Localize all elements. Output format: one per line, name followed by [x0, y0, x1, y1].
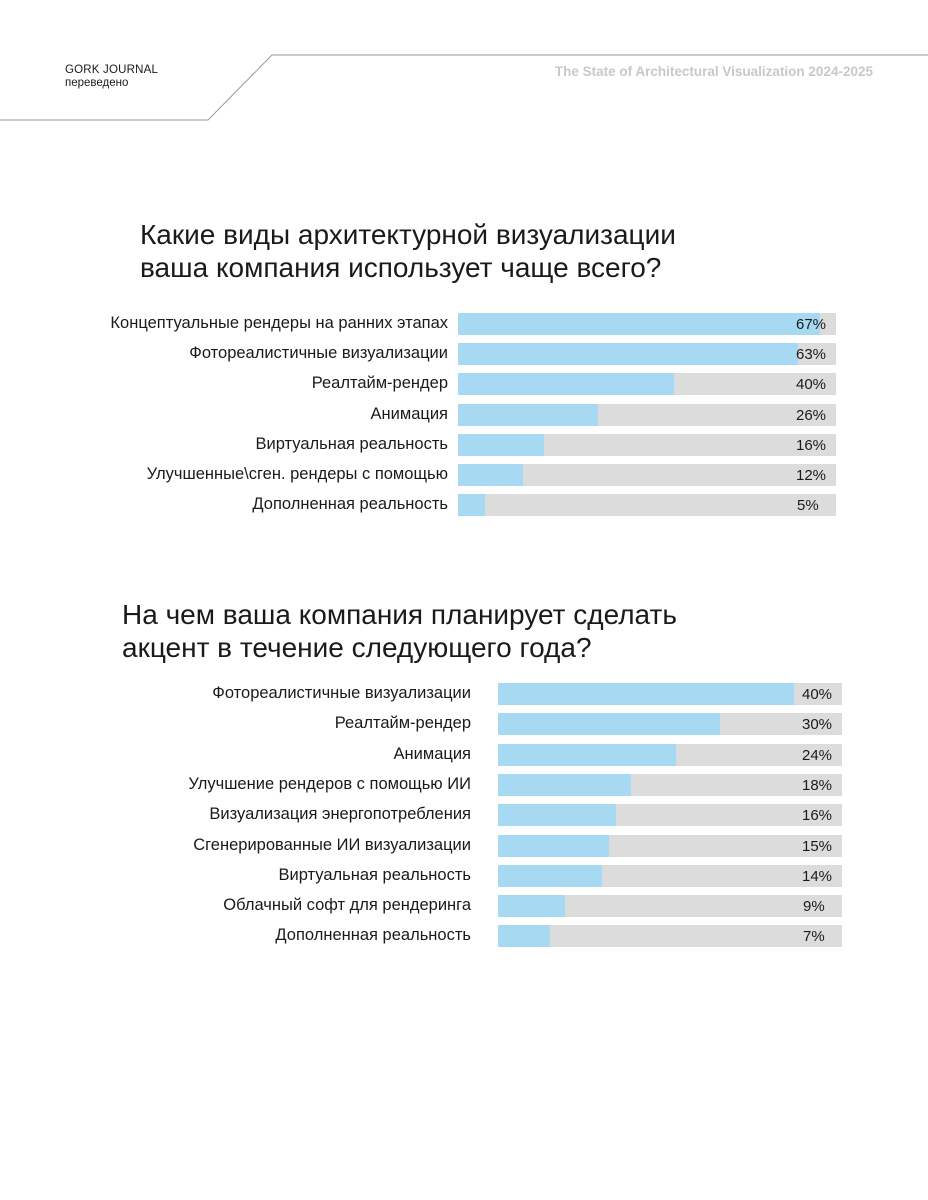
chart-2-title-line: На чем ваша компания планирует сделать: [122, 599, 677, 630]
brand: GORK JOURNAL переведено: [65, 64, 158, 90]
bar-track: [498, 865, 842, 887]
bar-track: [458, 494, 836, 516]
bar-value-label: 16%: [796, 437, 827, 454]
header-decoration: [0, 54, 928, 121]
bar: [498, 774, 632, 796]
bar: [458, 404, 599, 426]
bar: [458, 373, 674, 395]
bar-value-label: 9%: [803, 898, 825, 915]
bar-label: Дополненная реальность: [252, 495, 448, 513]
bar: [498, 744, 676, 766]
bar: [458, 434, 545, 456]
bar-track: [458, 404, 836, 426]
bar-label: Облачный софт для рендеринга: [223, 896, 471, 914]
bar-label: Виртуальная реальность: [255, 435, 449, 453]
bar-track: [498, 683, 842, 705]
bar-value-label: 40%: [796, 376, 827, 393]
bar-value-label: 15%: [802, 838, 833, 855]
bar-track: [498, 895, 842, 917]
bar-label: Виртуальная реальность: [278, 866, 472, 884]
bar-label: Дополненная реальность: [275, 926, 471, 944]
bar-value-label: 7%: [803, 928, 825, 945]
bar-track: [458, 373, 836, 395]
bar-track: [498, 835, 842, 857]
bar: [498, 713, 720, 735]
bar-value-label: 26%: [796, 407, 827, 424]
bar-value-label: 24%: [802, 747, 833, 764]
bar-track: [458, 464, 836, 486]
bar: [498, 835, 609, 857]
report-title: The State of Architectural Visualization…: [554, 64, 873, 79]
bar-value-label: 30%: [802, 716, 833, 733]
bar-track: [458, 434, 836, 456]
bar-value-label: 18%: [802, 777, 833, 794]
bar-track: [498, 744, 842, 766]
bar-label: Реалтайм-рендер: [311, 374, 448, 392]
bar: [498, 865, 602, 887]
bar-track: [498, 925, 842, 947]
chart-1-title: Какие виды архитектурной визуализации ва…: [140, 218, 676, 284]
bar-label: Визуализация энергопотребления: [209, 805, 471, 823]
bar-label: Улучшение рендеров с помощью ИИ: [188, 775, 471, 793]
bar: [458, 343, 799, 365]
bar: [498, 683, 794, 705]
bar-label: Фотореалистичные визуализации: [189, 344, 448, 362]
bar-track: [498, 713, 842, 735]
chart-1-title-line: Какие виды архитектурной визуализации: [140, 219, 676, 250]
bar-value-label: 12%: [796, 467, 827, 484]
bar-value-label: 14%: [802, 868, 833, 885]
bar: [498, 804, 617, 826]
chart-2-title-line: акцент в течение следующего года?: [122, 632, 592, 663]
bar-value-label: 16%: [802, 807, 833, 824]
bar: [458, 313, 820, 335]
bar-label: Фотореалистичные визуализации: [212, 684, 471, 702]
bar-value-label: 5%: [797, 497, 819, 514]
chart-2-title: На чем ваша компания планирует сделать а…: [122, 598, 677, 664]
bar-value-label: 67%: [796, 316, 827, 333]
chart-1-title-line: ваша компания использует чаще всего?: [140, 252, 662, 283]
bar-label: Сгенерированные ИИ визуализации: [193, 836, 471, 854]
brand-name: GORK JOURNAL: [65, 64, 159, 76]
bar-label: Улучшенные\сген. рендеры с помощью: [146, 465, 448, 483]
bar: [458, 464, 523, 486]
bar-track: [458, 313, 836, 335]
bar-track: [498, 774, 842, 796]
bar: [458, 494, 485, 516]
bar-label: Анимация: [370, 405, 448, 423]
bar: [498, 925, 550, 947]
bar-label: Реалтайм-рендер: [334, 714, 471, 732]
bar-label: Анимация: [393, 745, 471, 763]
brand-subtitle: переведено: [65, 77, 129, 89]
bar-label: Концептуальные рендеры на ранних этапах: [110, 314, 448, 332]
bar-track: [498, 804, 842, 826]
bar-track: [458, 343, 836, 365]
bar-value-label: 40%: [802, 686, 833, 703]
bar-value-label: 63%: [796, 346, 827, 363]
bar: [498, 895, 565, 917]
